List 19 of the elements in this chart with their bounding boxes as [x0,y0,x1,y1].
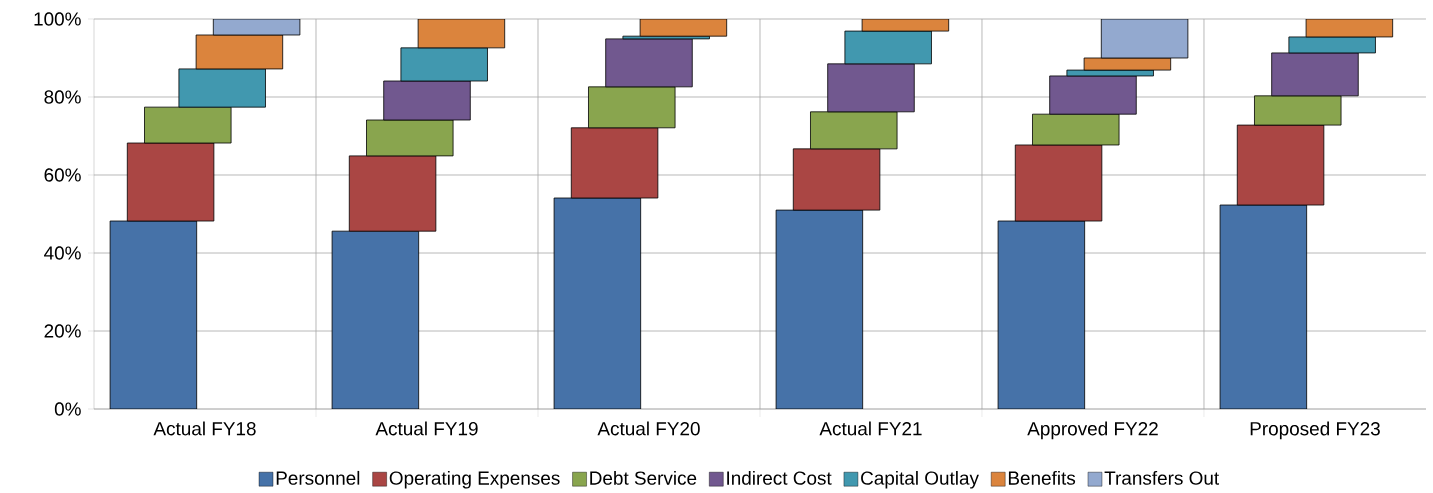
x-tick-label: Approved FY22 [1027,421,1158,440]
legend-label: Indirect Cost [727,470,832,485]
x-tick-label: Actual FY19 [375,421,478,436]
legend-label: Operating Expenses [389,470,560,489]
y-tick-label: 40% [44,246,81,260]
legend-label: Debt Service [590,470,697,485]
y-tick-label: 80% [44,90,81,104]
legend-label: Capital Outlay [861,470,979,489]
x-tick-label: Actual FY21 [819,421,922,436]
x-tick-label: Actual FY18 [153,421,256,436]
legend-label: Personnel [276,470,360,485]
x-tick-label: Actual FY20 [597,421,700,436]
x-tick-label: Proposed FY23 [1250,421,1380,440]
y-tick-label: 0% [54,402,81,416]
legend-label: Transfers Out [1104,470,1220,485]
y-tick-label: 100% [34,12,81,26]
y-tick-label: 20% [44,324,81,338]
y-tick-label: 60% [44,168,81,182]
legend-label: Benefits [1008,470,1076,485]
